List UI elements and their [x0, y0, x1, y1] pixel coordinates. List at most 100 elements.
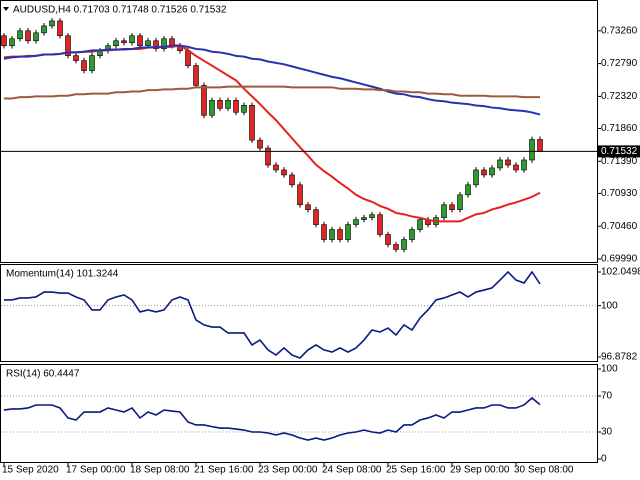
candle-body: [161, 38, 167, 49]
candle-body: [393, 244, 399, 250]
panel-frame: [0, 0, 598, 263]
candle-body: [9, 38, 15, 47]
candle-body: [329, 229, 335, 240]
candle-body: [457, 194, 463, 210]
candle-body: [313, 209, 319, 225]
y-tick-label: 0.70930: [601, 188, 638, 199]
y-tick-label: 0.69990: [601, 254, 638, 265]
candle-body: [321, 224, 327, 240]
y-tick-label: 0.70460: [601, 221, 638, 232]
last-price-box: [598, 145, 640, 158]
last-price-label: 0.71532: [601, 146, 638, 157]
candle-body: [201, 85, 207, 116]
candle-body: [49, 20, 55, 27]
x-tick-label: 18 Sep 08:00: [130, 465, 190, 476]
candle-body: [337, 229, 343, 240]
indicator-line: [3, 396, 541, 441]
y-tick-label: 70: [601, 391, 613, 402]
indicator-line: [4, 270, 541, 359]
candle-body: [137, 35, 143, 47]
candle-body: [113, 40, 119, 47]
candle-body: [209, 100, 215, 116]
candle-body: [57, 20, 63, 37]
candle-body: [1, 35, 7, 47]
candle-body: [33, 32, 39, 42]
candle-body: [385, 234, 391, 245]
moving-average: [4, 85, 540, 100]
x-tick-label: 24 Sep 08:00: [322, 465, 382, 476]
candle-body: [121, 40, 127, 44]
candle-body: [401, 239, 407, 250]
candle-body: [233, 100, 239, 113]
y-tick-label: 0.72320: [601, 91, 638, 102]
indicator-title: RSI(14) 60.4447: [6, 369, 80, 380]
candle-body: [441, 204, 447, 218]
x-tick-label: 15 Sep 2020: [2, 465, 59, 476]
candle-body: [497, 159, 503, 169]
y-tick-label: 100: [601, 364, 618, 375]
y-tick-label: 96.8782: [601, 352, 638, 363]
x-tick-label: 17 Sep 00:00: [66, 465, 126, 476]
panel-frame: [0, 364, 598, 463]
candle-body: [25, 30, 31, 42]
candle-body: [225, 100, 231, 109]
candle-body: [281, 169, 287, 176]
indicator-title: Momentum(14) 101.3244: [6, 269, 119, 280]
y-tick-label: 0.73260: [601, 25, 638, 36]
candle-body: [305, 204, 311, 210]
candle-body: [145, 40, 151, 47]
candle-body: [353, 219, 359, 225]
candle-body: [257, 139, 263, 149]
candle-body: [361, 217, 367, 220]
candle-body: [505, 159, 511, 166]
chart-title: AUDUSD,H4 0.71703 0.71748 0.71526 0.7153…: [13, 5, 227, 16]
candle-body: [449, 204, 455, 210]
menu-arrow[interactable]: [3, 7, 9, 11]
x-tick-label: 25 Sep 16:00: [386, 465, 446, 476]
candle-body: [489, 167, 495, 176]
panel-frame: [0, 264, 598, 362]
candle-body: [185, 50, 191, 66]
y-tick-label: 100: [601, 300, 618, 311]
candle-body: [129, 35, 135, 44]
y-tick-label: 30: [601, 427, 613, 438]
y-tick-label: 102.0498: [601, 267, 640, 278]
x-tick-label: 30 Sep 08:00: [514, 465, 574, 476]
candle-body: [153, 40, 159, 49]
candle-body: [65, 35, 71, 56]
x-tick-label: 29 Sep 00:00: [450, 465, 510, 476]
candle-body: [81, 60, 87, 71]
moving-average: [3, 44, 541, 223]
candle-body: [73, 55, 79, 61]
candle-body: [289, 174, 295, 186]
y-tick-label: 0.72790: [601, 58, 638, 69]
candle-body: [417, 219, 423, 230]
candle-body: [513, 164, 519, 171]
y-tick-label: 0: [601, 454, 607, 465]
candle-body: [217, 100, 223, 109]
candle-body: [369, 214, 375, 218]
candle-body: [89, 55, 95, 71]
moving-average: [3, 44, 541, 116]
x-tick-label: 23 Sep 00:00: [258, 465, 318, 476]
candle-body: [465, 184, 471, 196]
candle-body: [521, 159, 527, 171]
candle-body: [409, 229, 415, 240]
candle-body: [473, 169, 479, 186]
y-tick-label: 0.71860: [601, 123, 638, 134]
candle-body: [249, 105, 255, 141]
x-tick-label: 21 Sep 16:00: [194, 465, 254, 476]
candle-body: [273, 164, 279, 171]
candle-body: [265, 147, 271, 166]
candle-body: [377, 214, 383, 235]
candle-body: [193, 65, 199, 86]
candle-body: [17, 30, 23, 40]
candle-body: [345, 224, 351, 240]
candle-body: [241, 105, 247, 113]
candle-body: [297, 184, 303, 206]
candle-body: [537, 139, 543, 152]
candle-body: [529, 139, 535, 161]
candle-body: [481, 169, 487, 176]
